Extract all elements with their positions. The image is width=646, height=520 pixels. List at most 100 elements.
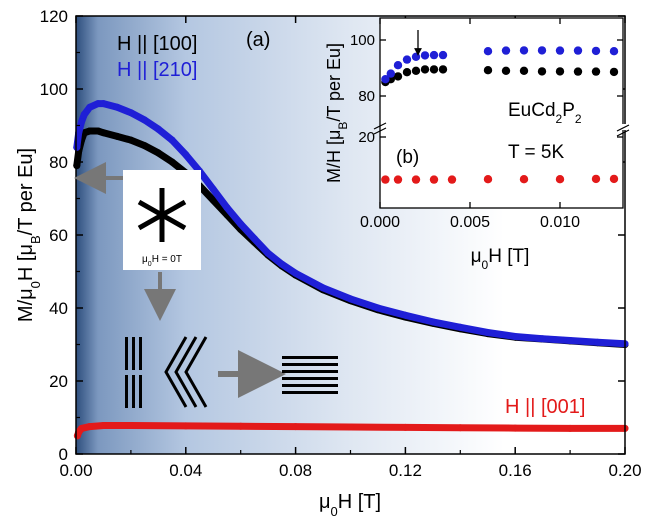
inset-data-point [609,174,619,184]
data-point [278,260,286,268]
data-point [182,151,190,159]
inset-plot-marks [381,46,619,184]
main-x-axis-label: μ0H [T] [319,491,381,519]
inset-data-point [501,46,511,55]
data-point [86,103,94,111]
data-point [374,304,382,312]
data-point [73,143,81,151]
data-point [237,422,245,430]
main-y-axis-label: M/μ0H [μB/T per Eu] [15,148,43,322]
series-2 [73,100,629,348]
inset-data-point [402,55,412,64]
domain-stripes-vertical [125,337,142,408]
data-point [86,423,94,431]
inset-series-3 [381,174,619,184]
six-fold-star-icon [137,188,187,242]
inset-data-point [591,46,601,56]
y-tick-label: 120 [40,7,68,26]
x-tick-label: 0.20 [608,461,641,480]
inset-data-point [537,67,547,76]
data-point [127,109,135,117]
data-point [347,423,354,431]
temperature-label: T = 5K [508,142,564,163]
data-point [237,220,245,228]
data-point [127,136,135,144]
data-point [223,204,231,212]
inset-x-tick-label: 0.000 [360,214,400,231]
data-point [511,333,519,340]
inset-data-point [381,175,390,184]
inset-data-point [555,46,565,55]
data-point [594,338,601,346]
data-point [347,295,354,303]
inset-data-point [501,66,511,76]
inset-data-point [573,67,583,76]
data-point [100,100,107,108]
inset-data-point [519,46,529,55]
inset-data-point [386,69,395,78]
panel-label-b: (b) [396,147,419,168]
inset-series-2 [381,46,619,84]
data-point [75,129,83,137]
data-point [94,127,102,135]
inset-frame [379,17,624,209]
x-tick-label: 0.00 [59,461,92,480]
inset-data-point [429,65,439,74]
inset-data-point [381,75,390,84]
x-tick-label: 0.08 [279,461,312,480]
data-point [113,103,121,111]
inset-data-point [483,175,493,184]
inset-data-point [411,66,421,76]
y-tick-label: 80 [49,153,68,172]
inset-data-point [555,67,565,76]
data-point [401,311,409,319]
data-point [401,423,409,431]
data-point [209,196,217,204]
data-point [292,269,300,277]
inset-data-point [609,47,619,56]
data-point [78,424,85,432]
data-point [182,422,190,430]
inset-x-tick-label: 0.005 [450,214,490,231]
legend-label-100: H || [100] [117,33,197,55]
data-point [319,284,327,292]
data-point [141,142,149,150]
inset-data-point [591,174,601,184]
data-point [292,423,300,431]
data-point [566,337,574,344]
x-tick-label: 0.12 [389,461,422,480]
inset-data-point [393,72,403,81]
data-point [94,100,102,108]
inset-data-point [447,175,457,184]
inset-y-tick-label: 100 [350,32,375,49]
inset-data-point [555,175,565,184]
data-point [100,422,107,429]
data-point [264,249,272,257]
domain-chevrons [164,336,208,408]
inset-data-point [438,50,448,60]
y-tick-label: 0 [59,445,68,464]
data-point [566,424,574,432]
inset-data-point [609,67,619,77]
inset-data-point [483,47,493,56]
domain-schematic: μ0H = 0T [74,162,338,408]
inset-data-point [420,65,430,74]
inset-data-point [519,175,529,184]
legend-label-210: H || [210] [117,59,197,81]
series-3 [73,422,629,440]
inset-data-point [393,175,403,184]
inset-data-point [411,52,421,61]
inset-data-point [411,175,421,184]
data-point [80,111,88,119]
data-point [539,335,547,343]
inset-data-point [591,67,601,76]
inset-axis-ticks: 0.000 0.005 0.010 20 80 100 [350,18,623,231]
data-point [78,118,85,126]
data-point [100,129,107,137]
inset-data-point [483,66,493,75]
data-point [456,323,464,331]
inset-y-tick-label: 80 [358,88,375,105]
inset-x-tick-label: 0.010 [540,214,580,231]
data-point [484,329,492,336]
